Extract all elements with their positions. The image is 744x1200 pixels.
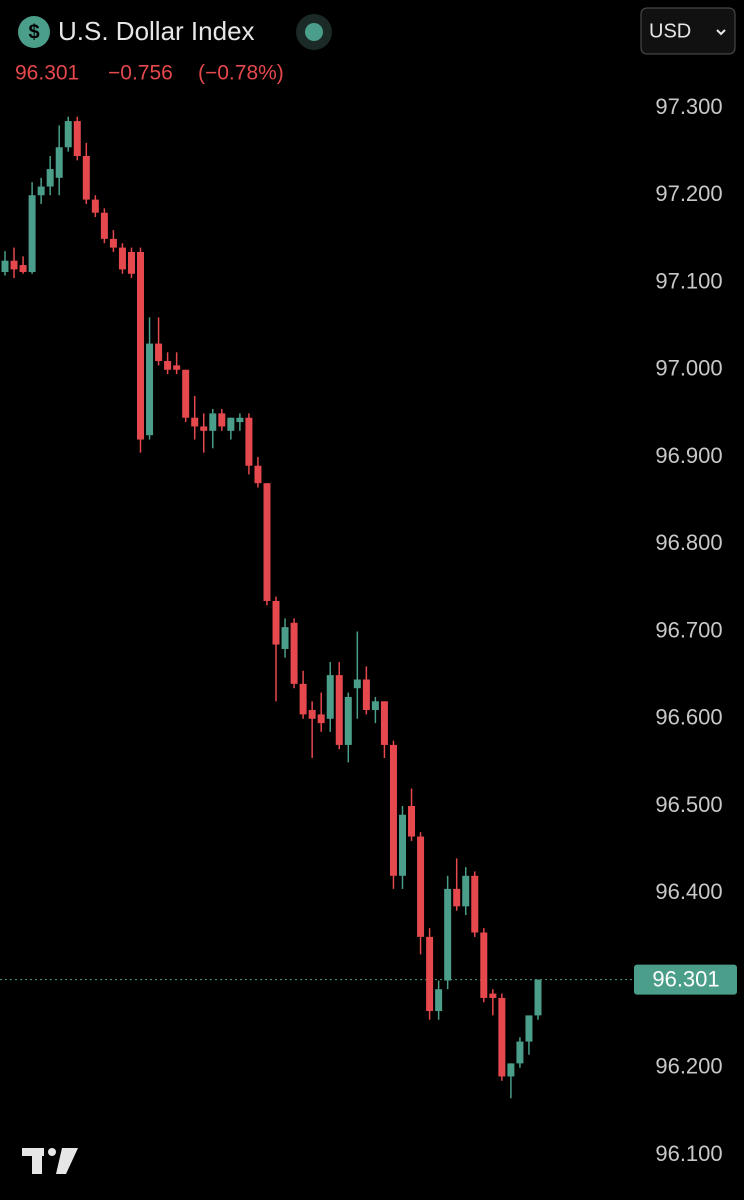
candle-body (507, 1063, 515, 1077)
dropdown-arrow (716, 29, 726, 36)
candle-body (100, 212, 108, 239)
candle-body (462, 875, 470, 907)
y-tick-label: 96.600 (655, 705, 722, 730)
candle-body (82, 155, 90, 200)
y-tick-label: 96.700 (655, 617, 722, 642)
candle-body (173, 365, 181, 370)
candle-body (118, 247, 126, 270)
candle-body (263, 483, 271, 601)
candle-body (37, 186, 45, 196)
candle-body (326, 675, 334, 719)
candle-body (435, 989, 443, 1012)
y-tick-label: 97.100 (655, 268, 722, 293)
candle-body (344, 696, 352, 745)
candle-body (28, 195, 36, 273)
candle-body (498, 997, 506, 1077)
candle-body (46, 169, 54, 187)
last-price-label: 96.301 (652, 966, 719, 991)
candle-body (417, 836, 425, 937)
last-price-tag (634, 964, 737, 995)
candle-body (453, 888, 461, 907)
y-tick-label: 96.100 (655, 1141, 722, 1166)
change-percent: (−0.78%) (198, 62, 284, 85)
candle-body (64, 121, 72, 148)
candle-body (480, 932, 488, 998)
candle-body (290, 622, 298, 684)
candle-body (353, 679, 361, 689)
chart-title: U.S. Dollar Index (58, 16, 255, 46)
candle-body (109, 238, 117, 248)
candle-body (19, 265, 27, 273)
candle-body (164, 361, 172, 370)
candle-body (218, 413, 226, 427)
candle-body (254, 465, 262, 484)
candle-body (200, 426, 208, 431)
candle-body (398, 814, 406, 876)
candle-body (10, 260, 18, 270)
candle-body (55, 147, 63, 178)
candle-body (335, 675, 343, 745)
candle-body (1, 260, 9, 273)
y-tick-label: 97.300 (655, 94, 722, 119)
candle-body (408, 806, 416, 837)
candle-body (281, 627, 289, 649)
currency: USD (649, 20, 691, 42)
symbol-icon (18, 16, 50, 48)
y-tick-label: 96.200 (655, 1054, 722, 1079)
candle-body (272, 600, 280, 645)
candle-body (209, 413, 217, 431)
candle-body (380, 701, 388, 745)
candle-body (91, 199, 99, 213)
y-tick-label: 97.000 (655, 356, 722, 381)
candle-body (182, 369, 190, 418)
candle-body (155, 343, 163, 362)
logo (22, 1148, 78, 1174)
candle-body (127, 251, 135, 274)
candle-body (426, 936, 434, 1012)
candle-body (236, 417, 244, 423)
candle-body (73, 121, 81, 156)
candle-body (389, 744, 397, 876)
candle-body (308, 710, 316, 719)
currency-select[interactable] (640, 7, 736, 55)
y-tick-label: 97.200 (655, 181, 722, 206)
y-tick-label: 96.400 (655, 879, 722, 904)
candle-body (299, 683, 307, 715)
candle-body (227, 417, 235, 431)
candle-body (525, 1015, 533, 1042)
y-tick-label: 96.900 (655, 443, 722, 468)
candle-body (146, 343, 154, 436)
candle-body (191, 417, 199, 427)
price: 96.301 (15, 62, 79, 85)
candle-body (516, 1041, 524, 1064)
candle-body (444, 888, 452, 981)
candle-body (371, 701, 379, 711)
dollar-sign: $ (28, 21, 39, 43)
change: −0.756 (108, 62, 173, 85)
candle-body (362, 679, 370, 711)
market-status (305, 23, 323, 41)
candle-body (534, 979, 542, 1016)
y-tick-label: 96.800 (655, 530, 722, 555)
candle-body (137, 251, 145, 440)
candle-body (489, 993, 497, 998)
candle-body (245, 417, 253, 466)
candle-body (471, 875, 479, 933)
candle-body (317, 714, 325, 724)
y-tick-label: 96.500 (655, 792, 722, 817)
